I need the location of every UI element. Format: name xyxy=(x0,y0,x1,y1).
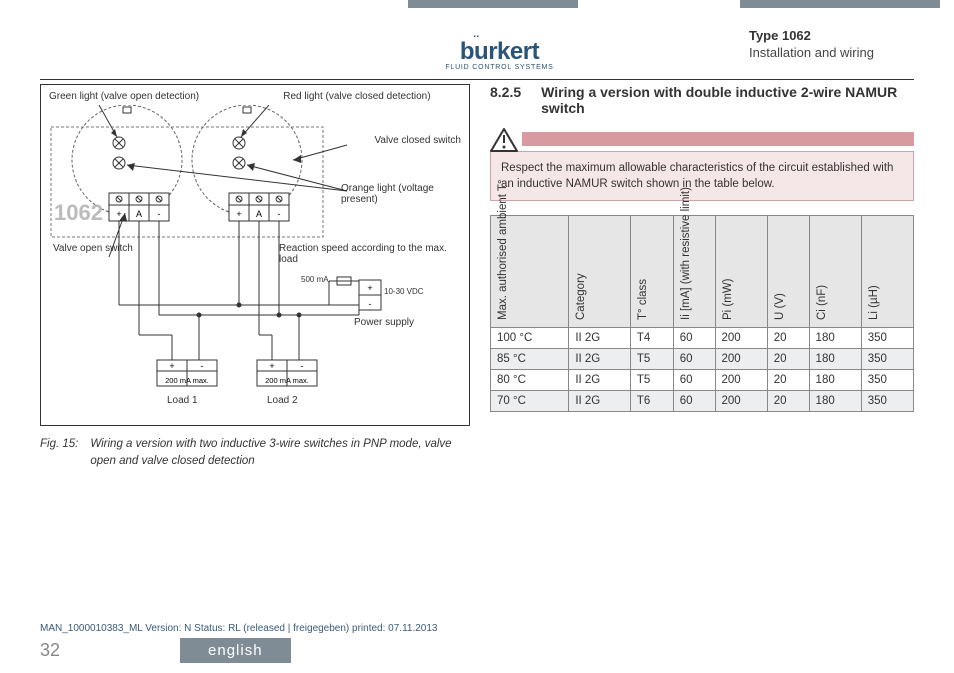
cell: II 2G xyxy=(569,391,631,412)
figure-number: Fig. 15: xyxy=(40,436,78,471)
svg-text:+: + xyxy=(367,283,372,293)
th-7: Li (µH) xyxy=(868,220,880,320)
header-rule xyxy=(40,79,914,80)
cell: II 2G xyxy=(569,328,631,349)
svg-text:200 mA max.: 200 mA max. xyxy=(165,376,209,385)
table-row: 85 °C II 2G T5 60 200 20 180 350 xyxy=(491,349,914,370)
label-500ma: 500 mA xyxy=(301,275,329,284)
th-0: Max. authorised ambient T° xyxy=(497,220,509,320)
warning-bar xyxy=(522,132,914,146)
cell: 70 °C xyxy=(491,391,569,412)
table-row: 100 °C II 2G T4 60 200 20 180 350 xyxy=(491,328,914,349)
cell: 20 xyxy=(767,370,809,391)
label-green-light: Green light (valve open detection) xyxy=(49,91,247,103)
page-header-text: Type 1062 Installation and wiring xyxy=(749,28,874,60)
label-vdc: 10-30 VDC xyxy=(384,287,424,296)
figure-caption: Fig. 15: Wiring a version with two induc… xyxy=(40,436,470,471)
label-orange-light: Orange light (voltage present) xyxy=(341,183,461,206)
label-reaction: Reaction speed according to the max. loa… xyxy=(279,243,449,266)
section-heading: 8.2.5 Wiring a version with double induc… xyxy=(490,84,914,116)
cell: 80 °C xyxy=(491,370,569,391)
svg-text:200 mA max.: 200 mA max. xyxy=(265,376,309,385)
svg-text:-: - xyxy=(158,209,161,219)
cell: II 2G xyxy=(569,370,631,391)
cell: 200 xyxy=(715,370,767,391)
language-badge: english xyxy=(180,638,291,663)
svg-text:+: + xyxy=(236,209,241,219)
th-4: Pi (mW) xyxy=(722,220,734,320)
section-number: 8.2.5 xyxy=(490,84,521,100)
svg-text:-: - xyxy=(369,299,372,309)
label-valve-closed-switch: Valve closed switch xyxy=(374,135,461,147)
th-6: Ci (nF) xyxy=(816,220,828,320)
svg-text:-: - xyxy=(301,361,304,371)
cell: 85 °C xyxy=(491,349,569,370)
label-valve-open-switch: Valve open switch xyxy=(53,243,133,255)
cell: 350 xyxy=(861,328,913,349)
label-load2: Load 2 xyxy=(267,395,298,407)
cell: 180 xyxy=(809,349,861,370)
figure-text: Wiring a version with two inductive 3-wi… xyxy=(90,436,470,471)
cell: 20 xyxy=(767,328,809,349)
model-number: 1062 xyxy=(54,200,103,225)
cell: T4 xyxy=(630,328,673,349)
cell: II 2G xyxy=(569,349,631,370)
th-3: Ii [mA] (with resistive limit) xyxy=(680,220,692,320)
cell: 60 xyxy=(673,391,715,412)
cell: 350 xyxy=(861,391,913,412)
svg-text:+: + xyxy=(116,209,121,219)
cell: 350 xyxy=(861,370,913,391)
cell: 60 xyxy=(673,370,715,391)
cell: 200 xyxy=(715,391,767,412)
cell: 200 xyxy=(715,328,767,349)
namur-table: Max. authorised ambient T° Category T° c… xyxy=(490,215,914,412)
label-load1: Load 1 xyxy=(167,395,198,407)
svg-text:-: - xyxy=(201,361,204,371)
cell: 20 xyxy=(767,391,809,412)
cell: T5 xyxy=(630,370,673,391)
svg-text:A: A xyxy=(136,209,142,219)
type-line: Type 1062 xyxy=(749,28,874,43)
cell: 200 xyxy=(715,349,767,370)
cell: 180 xyxy=(809,328,861,349)
svg-text:A: A xyxy=(256,209,262,219)
cell: 180 xyxy=(809,391,861,412)
cell: 60 xyxy=(673,328,715,349)
th-5: U (V) xyxy=(774,220,786,320)
table-body: 100 °C II 2G T4 60 200 20 180 350 85 °C … xyxy=(491,328,914,412)
warning-icon xyxy=(490,128,518,152)
wiring-diagram: Green light (valve open detection) Red l… xyxy=(40,84,470,426)
label-red-light: Red light (valve closed detection) xyxy=(263,91,461,103)
svg-text:+: + xyxy=(269,361,274,371)
warning-box: Respect the maximum allowable characteri… xyxy=(490,151,914,201)
cell: 350 xyxy=(861,349,913,370)
th-2: T° class xyxy=(637,220,649,320)
cell: 60 xyxy=(673,349,715,370)
svg-text:-: - xyxy=(278,209,281,219)
cell: 180 xyxy=(809,370,861,391)
logo: ¨ burkert FLUID CONTROL SYSTEMS xyxy=(445,34,553,71)
label-power-supply: Power supply xyxy=(354,317,414,329)
logo-text: burkert xyxy=(460,38,539,65)
warning-text: Respect the maximum allowable characteri… xyxy=(501,162,893,190)
svg-text:+: + xyxy=(169,361,174,371)
th-1: Category xyxy=(575,220,587,320)
cell: T5 xyxy=(630,349,673,370)
cell: 20 xyxy=(767,349,809,370)
cell: 100 °C xyxy=(491,328,569,349)
table-header-row: Max. authorised ambient T° Category T° c… xyxy=(491,216,914,328)
page-footer: MAN_1000010383_ML Version: N Status: RL … xyxy=(0,623,954,663)
section-title: Wiring a version with double inductive 2… xyxy=(541,84,914,116)
cell: T6 xyxy=(630,391,673,412)
table-row: 70 °C II 2G T6 60 200 20 180 350 xyxy=(491,391,914,412)
title-line: Installation and wiring xyxy=(749,45,874,60)
page-number: 32 xyxy=(40,640,60,661)
table-row: 80 °C II 2G T5 60 200 20 180 350 xyxy=(491,370,914,391)
footer-meta: MAN_1000010383_ML Version: N Status: RL … xyxy=(0,623,954,634)
